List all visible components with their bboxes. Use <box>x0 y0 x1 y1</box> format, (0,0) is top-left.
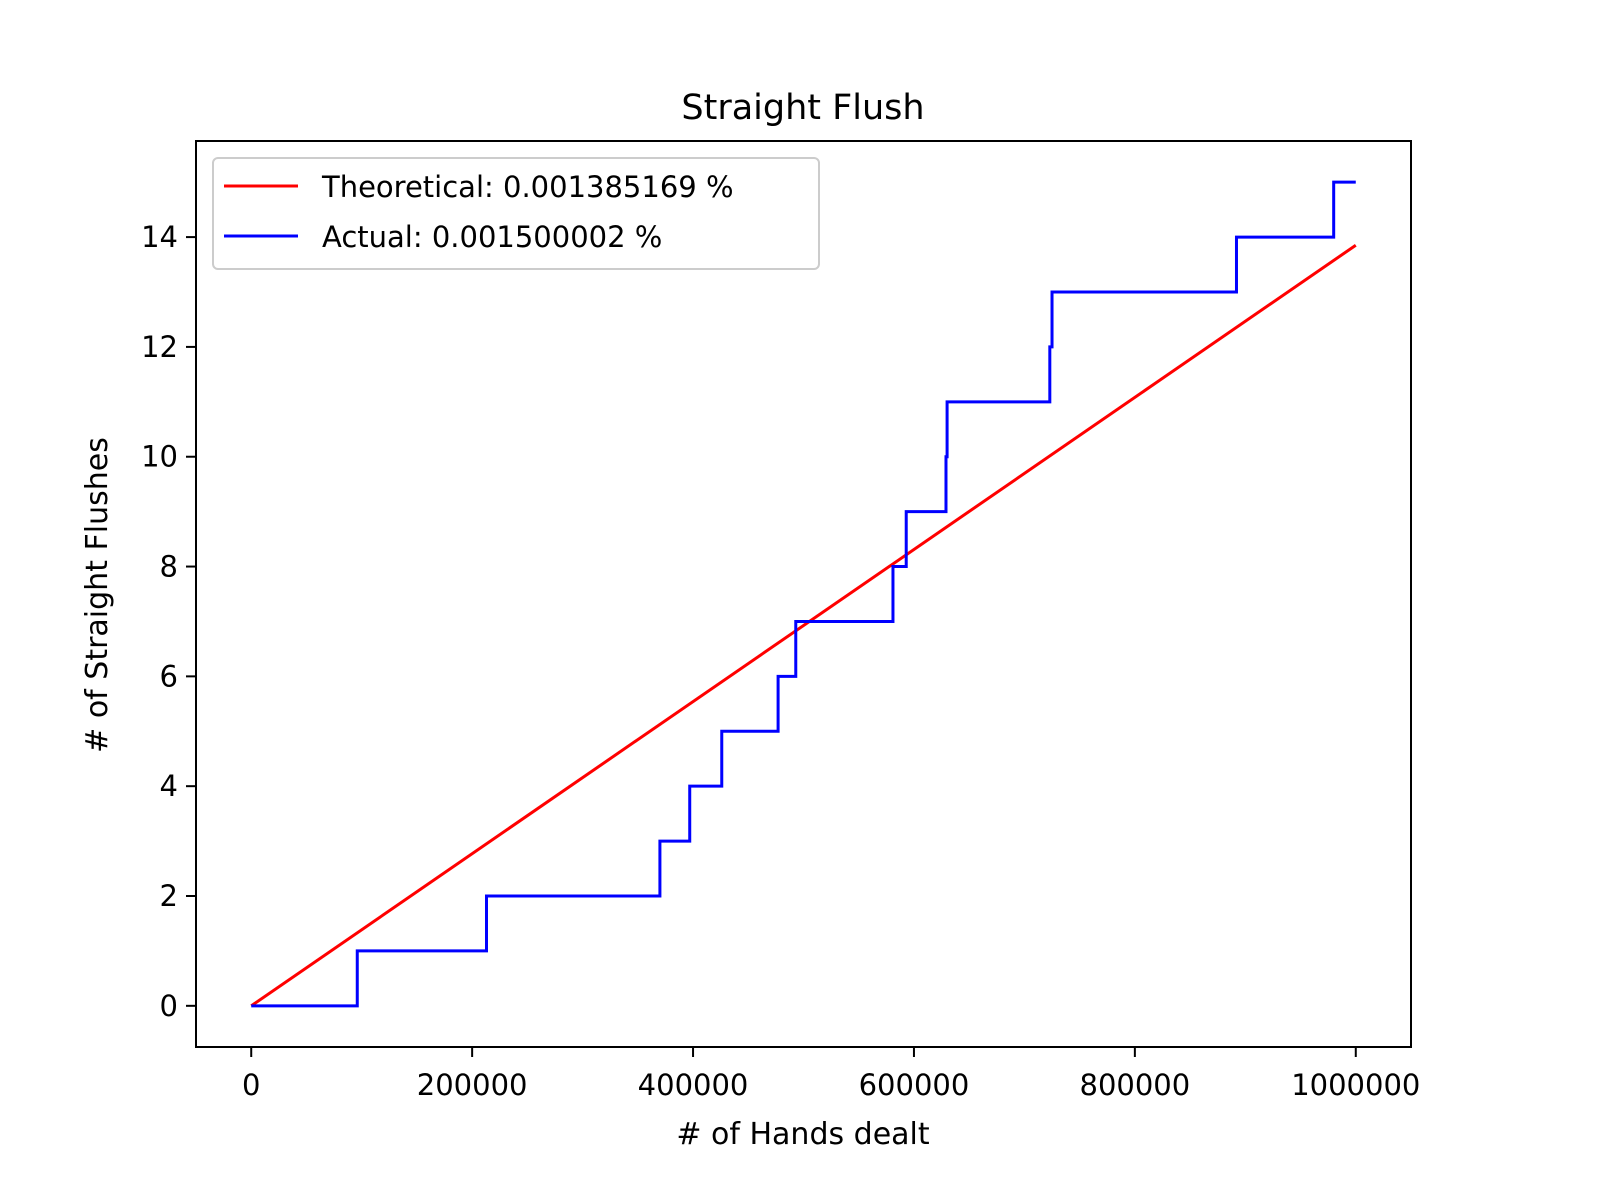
legend-box <box>212 157 820 270</box>
x-tick-label: 800000 <box>1080 1068 1191 1102</box>
y-tick-label: 2 <box>160 879 178 913</box>
y-axis-title: # of Straight Flushes <box>80 437 115 753</box>
plot-frame <box>195 140 1412 1048</box>
series-line-1 <box>251 180 1356 1008</box>
y-tick-label: 14 <box>141 220 178 254</box>
x-tick-label: 200000 <box>417 1068 528 1102</box>
y-tick-label: 10 <box>141 440 178 474</box>
y-tick-label: 4 <box>160 769 178 803</box>
legend-label-actual: Actual: 0.001500002 % <box>322 220 662 254</box>
series-layer <box>250 180 1357 1008</box>
legend-label-theoretical: Theoretical: 0.001385169 % <box>321 170 734 204</box>
x-axis-title: # of Hands dealt <box>676 1117 930 1152</box>
x-tick-label: 400000 <box>638 1068 749 1102</box>
y-tick-label: 6 <box>160 659 178 693</box>
chart-title: Straight Flush <box>681 88 924 128</box>
x-tick-label: 0 <box>242 1068 260 1102</box>
y-tick-label: 8 <box>160 550 178 584</box>
x-axis-ticks: 0 200000 400000 600000 800000 1000000 <box>242 1047 1420 1102</box>
y-axis-ticks: 0 2 4 6 8 10 12 14 <box>141 220 196 1023</box>
x-tick-label: 1000000 <box>1291 1068 1420 1102</box>
x-tick-label: 600000 <box>859 1068 970 1102</box>
y-tick-label: 12 <box>141 330 178 364</box>
series-line-0 <box>250 243 1357 1008</box>
y-tick-label: 0 <box>160 989 178 1023</box>
legend: Theoretical: 0.001385169 % Actual: 0.001… <box>212 157 820 270</box>
